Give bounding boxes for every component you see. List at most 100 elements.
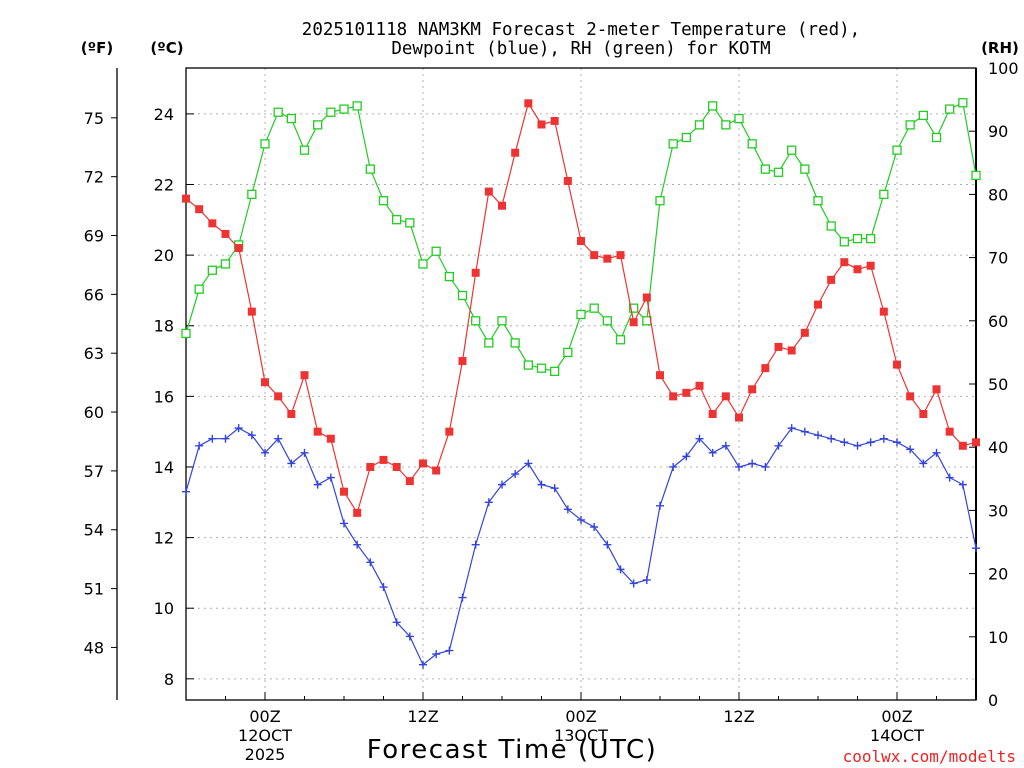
dewpoint-point: [656, 501, 664, 510]
rh-tick-label: 100: [988, 59, 1019, 78]
dewpoint-point: [511, 470, 520, 479]
dewpoint-point: [616, 565, 625, 574]
rh-point: [405, 218, 415, 228]
rh-point: [576, 309, 586, 320]
dewpoint-point: [419, 660, 427, 669]
temperature-point: [932, 385, 941, 394]
dewpoint-point: [958, 480, 967, 489]
dewpoint-point: [577, 515, 585, 524]
dewpoint-point: [379, 583, 388, 592]
temperature-point: [182, 194, 190, 203]
rh-point: [681, 132, 691, 143]
dewpoint-point: [603, 540, 612, 549]
temperature-point: [603, 254, 612, 263]
rh-point: [220, 259, 231, 269]
rh-point: [602, 316, 612, 326]
rh-point: [207, 265, 217, 275]
dewpoint-point: [261, 448, 269, 457]
dewpoint-point: [893, 438, 901, 447]
dewpoint-point: [182, 487, 190, 496]
temperature-point: [893, 360, 901, 369]
temperature-point: [247, 307, 256, 316]
dewpoint-point: [550, 484, 559, 493]
temperature-point: [708, 410, 717, 419]
temperature-point: [432, 466, 441, 475]
temperature-point: [958, 441, 967, 450]
dewpoint-point: [247, 431, 256, 440]
rh-tick-label: 40: [988, 438, 1008, 457]
celsius-tick-label: 18: [154, 317, 174, 336]
dewpoint-point: [853, 441, 862, 450]
celsius-tick-label: 22: [154, 176, 174, 195]
x-tick-date-label: 13OCT: [554, 726, 608, 745]
fahrenheit-unit-label: (ºF): [81, 39, 113, 57]
rh-point: [589, 303, 599, 313]
rh-point: [642, 316, 652, 326]
rh-point: [721, 120, 731, 130]
rh-point: [655, 196, 665, 206]
temperature-point: [405, 477, 414, 486]
rh-point: [760, 164, 770, 174]
rh-point: [550, 366, 560, 377]
temperature-point: [735, 413, 743, 422]
rh-point: [326, 107, 336, 117]
dewpoint-point: [748, 459, 757, 468]
rh-point: [787, 145, 797, 155]
temperature-point: [695, 381, 704, 390]
temperature-point: [498, 201, 506, 210]
temperature-point: [590, 251, 599, 260]
dewpoint-point: [919, 459, 928, 468]
dewpoint-point: [563, 505, 572, 514]
dewpoint-point: [445, 646, 454, 655]
temperature-point: [366, 462, 375, 471]
rh-tick-label: 0: [988, 691, 998, 710]
dewpoint-point: [208, 434, 217, 443]
temperature-point: [656, 371, 664, 380]
grid: [186, 68, 976, 700]
rh-point: [365, 164, 375, 174]
rh-point: [378, 196, 389, 206]
rh-point: [431, 246, 441, 256]
temperature-point: [774, 342, 783, 351]
temperature-point: [972, 438, 980, 447]
x-tick-date-label: 12OCT: [238, 726, 292, 745]
x-tick-year-label: 2025: [245, 745, 286, 764]
temperature-point: [840, 258, 849, 267]
rh-point: [563, 347, 573, 358]
rh-tick-label: 90: [988, 122, 1008, 141]
rh-point: [194, 284, 204, 294]
dewpoint-point: [669, 462, 678, 471]
rh-point: [457, 290, 468, 301]
dewpoint-point: [274, 434, 283, 443]
temperature-point: [577, 237, 585, 246]
rh-point: [181, 328, 191, 339]
dewpoint-point: [287, 459, 296, 468]
temperature-point: [261, 378, 269, 387]
dewpoint-point: [458, 593, 467, 602]
dewpoint-point: [432, 650, 441, 659]
temperature-point: [616, 251, 625, 260]
dewpoint-point: [708, 448, 717, 457]
rh-point: [629, 303, 639, 313]
chart-title-line2: Dewpoint (blue), RH (green) for KOTM: [391, 39, 770, 59]
temperature-point: [787, 346, 796, 355]
rh-tick-label: 60: [988, 312, 1008, 331]
dewpoint-point: [972, 544, 980, 553]
fahrenheit-tick-label: 51: [84, 580, 104, 599]
temperature-point: [511, 148, 520, 157]
rh-point: [918, 110, 928, 121]
rh-point: [892, 145, 902, 155]
dewpoint-point: [761, 462, 770, 471]
fahrenheit-tick-label: 60: [84, 403, 104, 422]
dewpoint-point: [537, 480, 546, 489]
dewpoint-point: [866, 438, 875, 447]
temperature-point: [340, 487, 348, 496]
rh-point: [523, 360, 533, 370]
celsius-tick-label: 24: [154, 105, 174, 124]
celsius-unit-label: (ºC): [150, 39, 183, 57]
temperature-point: [537, 120, 546, 129]
temperature-point: [906, 392, 915, 401]
rh-point: [392, 215, 402, 225]
rh-point: [931, 132, 942, 143]
